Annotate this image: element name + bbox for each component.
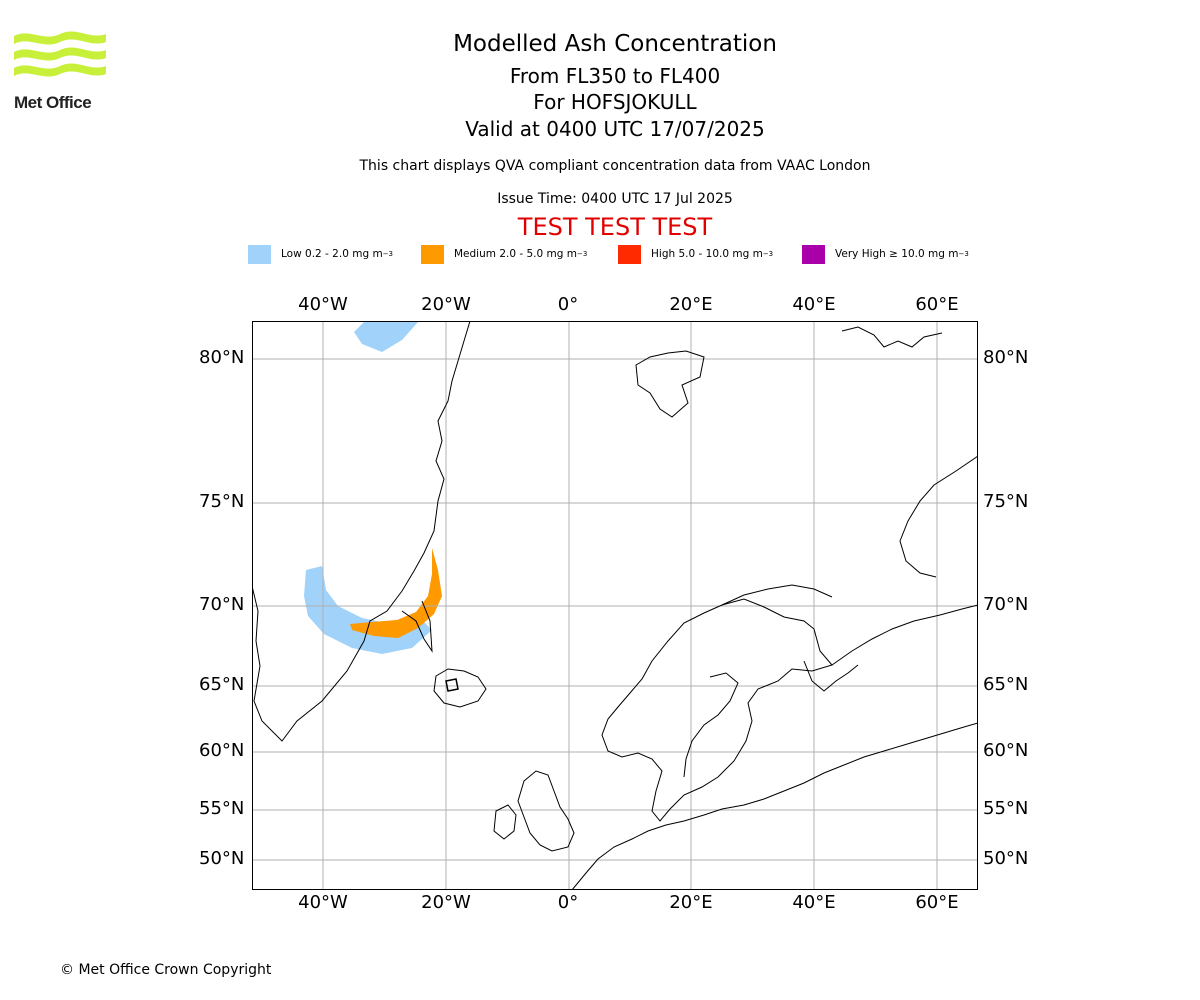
legend-unit-medium: −3 <box>576 250 588 258</box>
lon-label-bottom: 0° <box>557 892 579 913</box>
legend-item-low: Low 0.2 - 2.0 mg m −3 <box>248 244 393 264</box>
lat-label-left: 55°N <box>199 798 245 819</box>
graticule <box>252 321 978 890</box>
lat-label-right: 55°N <box>983 798 1029 819</box>
lon-label-bottom: 40°W <box>298 892 348 913</box>
volcano-name: For HOFSJOKULL <box>533 90 697 114</box>
lon-label-top: 0° <box>557 294 579 315</box>
lat-label-right: 60°N <box>983 740 1029 761</box>
lat-label-left: 65°N <box>199 674 245 695</box>
coast-svalbard <box>635 350 705 418</box>
legend-swatch-very-high <box>802 244 825 264</box>
legend-item-medium: Medium 2.0 - 5.0 mg m −3 <box>421 244 587 264</box>
logo-text: Met Office <box>14 93 92 112</box>
lon-label-top: 40°E <box>792 294 836 315</box>
coast-franz-josef <box>841 326 943 348</box>
coast-russia-north <box>831 604 978 666</box>
lat-label-right: 75°N <box>983 491 1029 512</box>
volcano-source-marker <box>445 678 459 692</box>
legend-swatch-low <box>248 244 271 264</box>
legend-item-high: High 5.0 - 10.0 mg m −3 <box>618 244 773 264</box>
coast-white-sea <box>803 660 859 692</box>
coast-novaya-zemlya <box>899 455 978 578</box>
lon-label-top: 60°E <box>915 294 959 315</box>
lon-label-bottom: 60°E <box>915 892 959 913</box>
lon-label-top: 20°W <box>421 294 471 315</box>
compliance-note: This chart displays QVA compliant concen… <box>359 158 871 174</box>
ash-zone-low <box>354 321 419 352</box>
legend-swatch-medium <box>421 244 444 264</box>
lat-label-right: 80°N <box>983 347 1029 368</box>
lat-label-left: 50°N <box>199 848 245 869</box>
coast-greenland <box>252 321 471 742</box>
legend-swatch-high <box>618 244 641 264</box>
map-frame <box>252 321 978 890</box>
legend-unit-high: −3 <box>762 250 774 258</box>
coast-kola <box>721 584 833 606</box>
lat-label-right: 65°N <box>983 674 1029 695</box>
legend-label-medium: Medium 2.0 - 5.0 mg m <box>454 248 577 260</box>
flight-levels: From FL350 to FL400 <box>509 64 721 88</box>
legend-label-very-high: Very High ≥ 10.0 mg m <box>835 248 959 260</box>
legend-label-high: High 5.0 - 10.0 mg m <box>651 248 763 260</box>
coast-ireland <box>493 804 517 840</box>
legend-unit-very-high: −3 <box>958 250 969 258</box>
coast-scandinavia <box>601 598 833 822</box>
lon-label-bottom: 40°E <box>792 892 836 913</box>
coastlines <box>252 321 978 890</box>
chart-title: Modelled Ash Concentration <box>453 31 777 57</box>
lat-label-left: 70°N <box>199 594 245 615</box>
legend-item-very-high: Very High ≥ 10.0 mg m −3 <box>802 244 969 264</box>
met-office-logo-waves-icon <box>14 31 106 77</box>
coast-britain <box>517 770 575 852</box>
valid-time: Valid at 0400 UTC 17/07/2025 <box>465 117 765 141</box>
copyright: © Met Office Crown Copyright <box>60 962 272 978</box>
legend-unit-low: −3 <box>382 250 394 258</box>
lon-label-top: 20°E <box>669 294 713 315</box>
lon-label-top: 40°W <box>298 294 348 315</box>
met-office-logo: Met Office <box>14 30 114 112</box>
coast-greenland-east <box>401 600 433 653</box>
lat-label-left: 60°N <box>199 740 245 761</box>
lat-label-left: 80°N <box>199 347 245 368</box>
coast-gulf-bothnia <box>683 672 739 778</box>
ash-map <box>252 321 978 890</box>
test-banner: TEST TEST TEST <box>517 213 713 241</box>
lon-label-bottom: 20°E <box>669 892 713 913</box>
coast-iceland <box>433 668 487 708</box>
legend-label-low: Low 0.2 - 2.0 mg m <box>281 248 383 260</box>
coast-europe <box>571 722 978 890</box>
issue-time: Issue Time: 0400 UTC 17 Jul 2025 <box>497 191 733 207</box>
lat-label-right: 50°N <box>983 848 1029 869</box>
lon-label-bottom: 20°W <box>421 892 471 913</box>
ash-zone-medium-east <box>350 548 442 638</box>
lat-label-left: 75°N <box>199 491 245 512</box>
lat-label-right: 70°N <box>983 594 1029 615</box>
